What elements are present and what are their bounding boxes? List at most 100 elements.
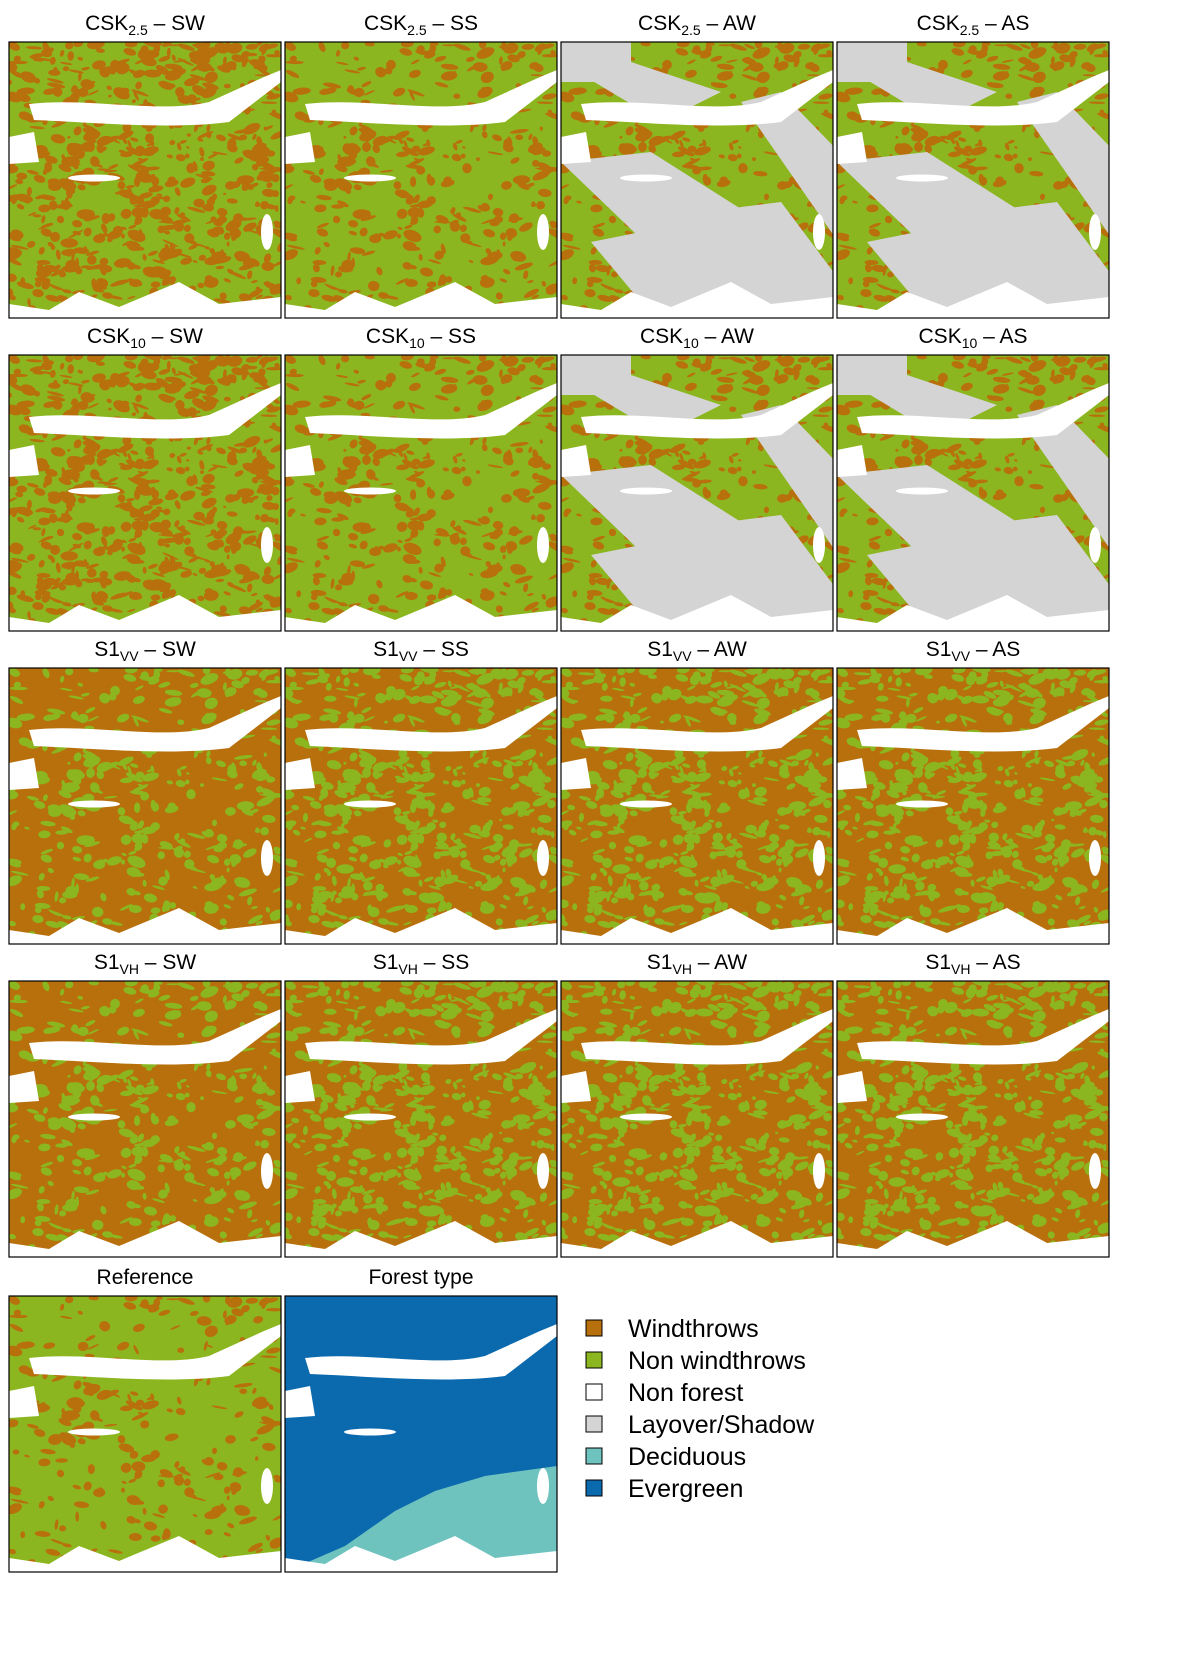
non-forest [537,840,549,876]
non-forest [620,488,672,495]
title-sub: VV [399,648,418,664]
class-patch [994,44,1008,46]
title-sub: 2.5 [128,22,148,38]
panel-title: CSK10 – AS [919,325,1028,351]
page: {"panels": [ {"title": {"main": "CSK", "… [0,0,1184,1673]
title-main: CSK [87,325,130,348]
map-content [1,350,290,636]
class-patch [755,40,763,49]
non-forest [896,175,948,182]
title-rest: – AW [701,12,756,35]
title-rest: – AW [692,638,747,661]
class-patch [266,680,283,683]
map-panel: CSK10 – SS [280,325,566,636]
class-patch [1031,353,1039,362]
class-patch [266,367,283,370]
class-patch [718,44,732,46]
non-forest [1089,214,1101,250]
title-main: CSK [85,12,128,35]
title-sub: 10 [962,335,978,351]
non-forest [285,445,315,477]
non-forest [9,445,39,477]
non-forest [68,175,120,182]
class-patch [1031,40,1039,49]
class-patch [818,54,835,57]
class-patch [442,670,456,672]
non-forest [537,214,549,250]
title-rest: – SW [146,325,203,348]
class-patch [479,353,487,362]
panel-title: CSK10 – AW [640,325,754,351]
non-forest [344,801,396,808]
non-forest [896,488,948,495]
non-forest [813,527,825,563]
figure: CSK2.5 – SWCSK2.5 – SSCSK2.5 – AWCSK2.5 … [0,0,1184,1673]
title-sub: VV [673,648,692,664]
non-forest [537,527,549,563]
panel-title: S1VV – AW [647,638,747,664]
class-patch [542,367,559,370]
title-rest: – AS [979,12,1029,35]
title-main: CSK [638,12,681,35]
title-sub: 10 [130,335,146,351]
class-patch [755,353,763,362]
class-patch [818,367,835,370]
panel-title: CSK2.5 – AS [917,12,1030,38]
title-sub: VV [120,648,139,664]
class-patch [442,357,456,359]
non-forest [620,175,672,182]
map-content [553,663,842,949]
title-sub: 2.5 [681,22,701,38]
map-panel: CSK2.5 – SW [1,12,290,323]
non-forest [1089,527,1101,563]
non-forest [344,175,396,182]
non-forest [9,758,39,790]
title-main: S1 [373,638,399,661]
map-panel: CSK10 – SW [1,325,290,636]
title-sub: 10 [683,335,699,351]
non-forest [68,488,120,495]
panel-title: CSK10 – SW [87,325,203,351]
map-content [280,39,566,323]
class-patch [134,802,140,813]
layover-shadow [837,355,907,395]
layover-shadow [561,42,631,82]
title-main: CSK [364,12,407,35]
non-forest [261,214,273,250]
class-patch [410,176,416,187]
class-patch [542,680,559,683]
class-patch [1094,367,1111,370]
class-patch [203,666,211,675]
class-patch [542,54,559,57]
class-patch [81,265,92,268]
non-forest [68,801,120,808]
panel-title: CSK2.5 – AW [638,12,756,38]
non-forest [837,445,867,477]
panel-title: CSK2.5 – SS [364,12,478,38]
class-patch [266,54,283,57]
non-forest [9,132,39,164]
non-forest [837,132,867,164]
map-content [280,352,566,636]
title-main: CSK [640,325,683,348]
title-sub: 2.5 [407,22,427,38]
layover-shadow [561,355,631,395]
map-panel: S1VV – SW [4,638,290,949]
map-panel: S1VV – SS [277,638,566,949]
non-forest [285,758,315,790]
panel-title: CSK2.5 – SW [85,12,205,38]
class-patch [410,489,416,500]
title-main: CSK [917,12,960,35]
title-sub: 2.5 [960,22,980,38]
non-forest [561,445,591,477]
title-main: CSK [366,325,409,348]
title-rest: – SS [425,325,476,348]
map-panel: S1VV – AW [553,638,842,949]
class-patch [1094,54,1111,57]
panel-title: S1VV – SW [94,638,196,664]
title-main: S1 [94,638,120,661]
class-patch [479,40,487,49]
class-patch [718,357,732,359]
title-rest: – AW [699,325,754,348]
panel-title: S1VV – SS [373,638,469,664]
